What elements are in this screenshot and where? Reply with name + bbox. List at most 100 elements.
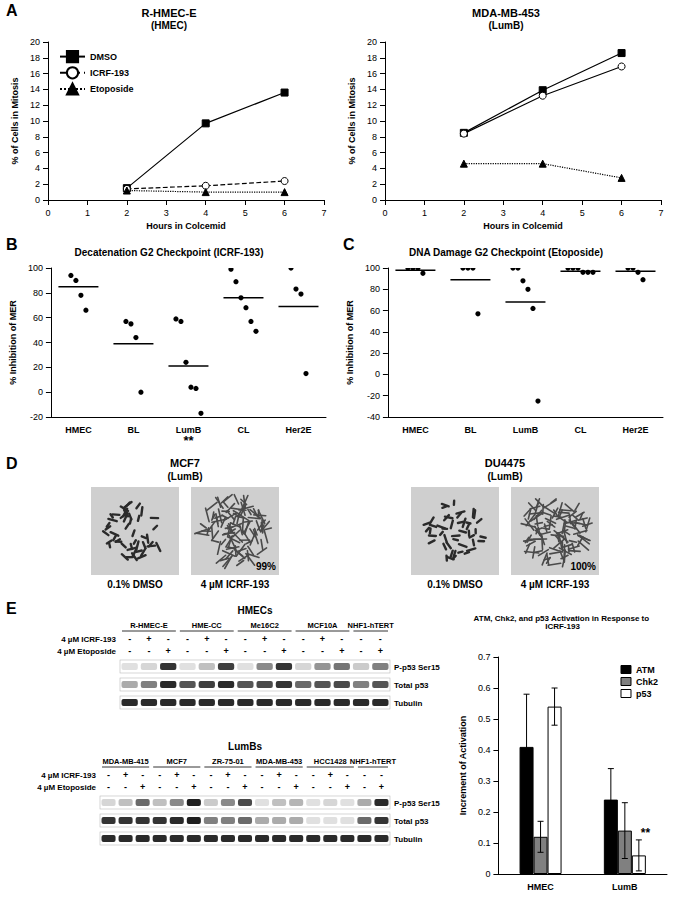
svg-text:0: 0 xyxy=(35,195,40,205)
svg-text:(LumB): (LumB) xyxy=(488,471,523,482)
svg-text:DNA Damage G2 Checkpoint (Etop: DNA Damage G2 Checkpoint (Etoposide) xyxy=(409,247,603,258)
svg-text:14: 14 xyxy=(30,84,40,94)
svg-text:(LumB): (LumB) xyxy=(168,471,203,482)
svg-text:-: - xyxy=(209,782,212,792)
svg-text:P-p53 Ser15: P-p53 Ser15 xyxy=(394,799,440,808)
svg-text:0: 0 xyxy=(38,387,43,397)
svg-text:+: + xyxy=(320,634,325,644)
svg-text:4 µM ICRF-193: 4 µM ICRF-193 xyxy=(41,771,96,780)
svg-text:-: - xyxy=(167,634,170,644)
svg-text:100: 100 xyxy=(28,263,43,273)
svg-text:-: - xyxy=(363,770,366,780)
svg-text:% of Cells in Mitosis: % of Cells in Mitosis xyxy=(10,77,20,164)
svg-text:Decatenation G2 Checkpoint (IC: Decatenation G2 Checkpoint (ICRF-193) xyxy=(75,247,264,258)
svg-text:+: + xyxy=(328,770,333,780)
svg-text:-: - xyxy=(124,782,127,792)
svg-text:0.6: 0.6 xyxy=(478,683,491,693)
svg-text:-: - xyxy=(107,770,110,780)
svg-text:MCF7: MCF7 xyxy=(167,757,187,766)
svg-text:-: - xyxy=(363,782,366,792)
svg-text:-: - xyxy=(186,634,189,644)
svg-text:-: - xyxy=(261,770,264,780)
svg-text:8: 8 xyxy=(372,132,377,142)
svg-text:+: + xyxy=(204,634,209,644)
svg-text:20: 20 xyxy=(370,348,380,358)
svg-text:-: - xyxy=(209,770,212,780)
svg-text:ZR-75-01: ZR-75-01 xyxy=(212,757,244,766)
svg-text:6: 6 xyxy=(35,148,40,158)
svg-text:ICRF-193: ICRF-193 xyxy=(90,68,129,78)
svg-text:-: - xyxy=(321,646,324,656)
svg-text:-: - xyxy=(302,646,305,656)
svg-text:NHF1-hTERT: NHF1-hTERT xyxy=(348,621,395,630)
svg-text:4 µM ICRF-193: 4 µM ICRF-193 xyxy=(61,635,116,644)
svg-text:3: 3 xyxy=(164,208,169,218)
svg-text:Hours in Colcemid: Hours in Colcemid xyxy=(146,221,226,231)
svg-text:+: + xyxy=(123,770,128,780)
svg-text:(HMEC): (HMEC) xyxy=(151,20,187,31)
svg-text:3: 3 xyxy=(501,208,506,218)
svg-text:R-HMEC-E: R-HMEC-E xyxy=(142,7,197,19)
svg-text:-: - xyxy=(312,782,315,792)
svg-text:-: - xyxy=(158,770,161,780)
svg-text:BL: BL xyxy=(127,425,139,435)
svg-text:+: + xyxy=(345,782,350,792)
svg-text:+: + xyxy=(174,770,179,780)
svg-text:7: 7 xyxy=(321,208,326,218)
svg-text:-: - xyxy=(141,770,144,780)
svg-text:0: 0 xyxy=(382,208,387,218)
svg-text:80: 80 xyxy=(370,284,380,294)
svg-text:+: + xyxy=(225,770,230,780)
svg-text:+: + xyxy=(339,646,344,656)
svg-text:+: + xyxy=(379,782,384,792)
svg-text:**: ** xyxy=(183,433,194,448)
svg-text:Etoposide: Etoposide xyxy=(90,84,134,94)
svg-text:MCF7: MCF7 xyxy=(170,457,200,469)
svg-text:100%: 100% xyxy=(570,561,596,572)
svg-text:Her2E: Her2E xyxy=(622,425,648,435)
svg-text:6: 6 xyxy=(619,208,624,218)
svg-text:+: + xyxy=(223,646,228,656)
svg-text:ATM: ATM xyxy=(636,665,655,675)
svg-text:0: 0 xyxy=(485,869,490,879)
svg-text:(LumB): (LumB) xyxy=(489,20,524,31)
svg-text:-: - xyxy=(186,646,189,656)
svg-text:16: 16 xyxy=(367,69,377,79)
svg-text:2: 2 xyxy=(124,208,129,218)
svg-text:6: 6 xyxy=(282,208,287,218)
svg-text:8: 8 xyxy=(35,132,40,142)
svg-text:12: 12 xyxy=(30,100,40,110)
svg-text:16: 16 xyxy=(30,69,40,79)
svg-text:HMECs: HMECs xyxy=(237,605,272,616)
svg-text:4 µM Etoposide: 4 µM Etoposide xyxy=(57,647,116,656)
svg-text:NHF1-hTERT: NHF1-hTERT xyxy=(350,757,397,766)
svg-text:60: 60 xyxy=(33,313,43,323)
svg-text:-: - xyxy=(128,646,131,656)
svg-text:+: + xyxy=(294,782,299,792)
svg-text:MDA-MB-453: MDA-MB-453 xyxy=(472,7,540,19)
svg-text:10: 10 xyxy=(367,116,377,126)
svg-text:HME-CC: HME-CC xyxy=(192,621,223,630)
svg-text:-: - xyxy=(346,770,349,780)
svg-text:Increment of Activation: Increment of Activation xyxy=(458,716,468,816)
svg-text:Tubulin: Tubulin xyxy=(394,835,422,844)
svg-text:20: 20 xyxy=(367,37,377,47)
svg-text:+: + xyxy=(146,634,151,644)
svg-text:HCC1428: HCC1428 xyxy=(314,757,347,766)
svg-text:0.3: 0.3 xyxy=(478,776,491,786)
svg-text:Me16C2: Me16C2 xyxy=(250,621,278,630)
svg-text:+: + xyxy=(276,770,281,780)
svg-text:% Inhibition of MER: % Inhibition of MER xyxy=(8,300,18,385)
svg-text:4: 4 xyxy=(203,208,208,218)
svg-text:Total p53: Total p53 xyxy=(394,817,429,826)
svg-text:12: 12 xyxy=(367,100,377,110)
svg-text:P-p53 Ser15: P-p53 Ser15 xyxy=(394,663,440,672)
svg-text:% of Cells in Mitosis: % of Cells in Mitosis xyxy=(347,77,357,164)
svg-text:2: 2 xyxy=(35,179,40,189)
svg-text:0.7: 0.7 xyxy=(478,652,491,662)
svg-text:14: 14 xyxy=(367,84,377,94)
svg-text:HMEC: HMEC xyxy=(402,425,429,435)
svg-text:CL: CL xyxy=(237,425,249,435)
svg-text:-: - xyxy=(379,634,382,644)
svg-text:+: + xyxy=(378,646,383,656)
